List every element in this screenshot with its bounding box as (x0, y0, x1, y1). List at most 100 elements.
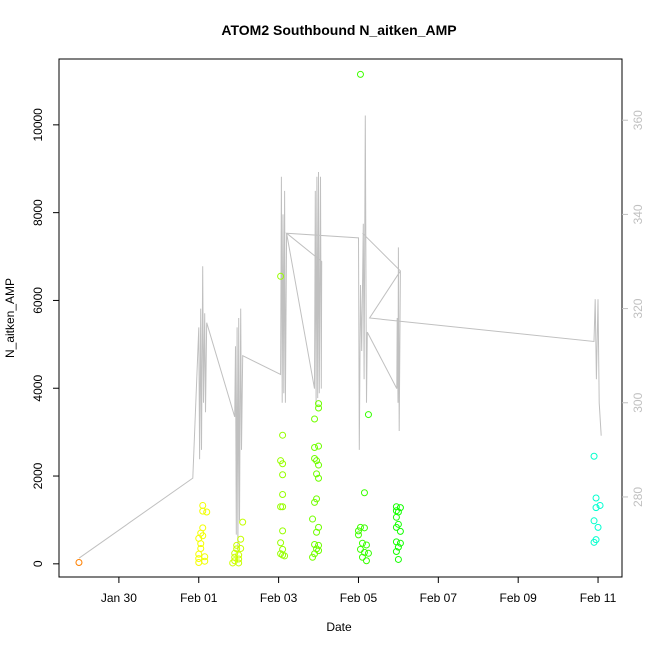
data-point (279, 471, 287, 479)
data-point (203, 508, 211, 516)
data-point (279, 460, 287, 468)
x-tick-label: Feb 09 (500, 591, 538, 605)
plot-frame (58, 58, 623, 578)
data-point (356, 523, 364, 531)
data-point (277, 503, 285, 511)
data-point (362, 541, 370, 549)
data-point (311, 550, 319, 558)
data-point (392, 523, 400, 531)
y2-tick-label: 320 (631, 298, 645, 318)
data-point (309, 553, 317, 561)
data-point (311, 415, 319, 423)
data-point (231, 557, 239, 565)
data-point (237, 544, 245, 552)
data-point (237, 535, 245, 543)
data-point (315, 404, 323, 412)
data-point (233, 541, 241, 549)
data-point (590, 452, 598, 460)
data-point (199, 524, 207, 532)
data-point (396, 539, 404, 547)
data-point (201, 553, 209, 561)
data-point (279, 490, 287, 498)
data-point (392, 548, 400, 556)
data-point (311, 444, 319, 451)
y2-tick-label: 340 (631, 204, 645, 224)
x-tick-label: Feb 05 (340, 591, 378, 605)
data-point (596, 501, 604, 509)
data-point (392, 507, 400, 515)
data-point (394, 555, 402, 563)
chart-title: ATOM2 Southbound N_aitken_AMP (221, 22, 456, 38)
y-axis-label: N_aitken_AMP (3, 278, 17, 358)
y2-tick-label: 280 (631, 487, 645, 507)
data-point (195, 550, 203, 558)
data-point (235, 551, 243, 559)
data-point (313, 528, 321, 536)
data-point (231, 549, 239, 557)
data-point (315, 400, 323, 408)
y-tick-label: 10000 (31, 108, 45, 142)
data-point (309, 515, 317, 523)
data-point (311, 454, 319, 462)
data-point (239, 518, 247, 526)
x-tick-label: Feb 11 (580, 591, 617, 605)
data-point (360, 524, 368, 532)
y-tick-label: 0 (31, 560, 45, 567)
data-point (315, 474, 323, 482)
data-point (364, 549, 372, 557)
data-point (313, 495, 321, 503)
series-line (78, 115, 602, 559)
data-point (394, 543, 402, 551)
data-point (235, 555, 243, 563)
y-tick-label: 6000 (31, 287, 45, 314)
data-point (277, 550, 285, 558)
data-point (197, 544, 205, 552)
data-point (362, 557, 370, 565)
data-point (354, 527, 362, 535)
y2-tick-label: 300 (631, 392, 645, 412)
data-point (315, 541, 323, 549)
data-point (356, 545, 364, 553)
data-point (592, 504, 600, 512)
data-point (392, 513, 400, 521)
x-tick-label: Jan 30 (101, 591, 137, 605)
data-point (199, 507, 207, 515)
data-point (199, 501, 207, 509)
data-point (358, 553, 366, 561)
data-point (75, 559, 83, 567)
x-tick-label: Feb 07 (420, 591, 458, 605)
y-tick-label: 4000 (31, 375, 45, 402)
data-point (313, 470, 321, 478)
y-tick-label: 8000 (31, 199, 45, 226)
y2-tick-label: 360 (631, 110, 645, 130)
data-point (313, 457, 321, 465)
data-point (279, 503, 287, 511)
data-point (354, 531, 362, 539)
data-point (315, 442, 323, 450)
data-point (356, 70, 364, 78)
y-tick-label: 2000 (31, 462, 45, 489)
data-point (315, 461, 323, 469)
data-point (590, 517, 598, 525)
x-tick-label: Feb 03 (260, 591, 298, 605)
data-point (311, 541, 319, 549)
data-point (311, 498, 319, 506)
data-point (233, 545, 241, 553)
data-point (594, 523, 602, 531)
data-point (592, 494, 600, 502)
data-point (277, 272, 285, 280)
data-point (235, 559, 243, 567)
data-point (358, 539, 366, 547)
data-point (360, 489, 368, 497)
data-point (231, 553, 239, 561)
data-point (396, 527, 404, 535)
x-axis-label: Date (326, 620, 352, 634)
data-point (281, 552, 289, 560)
data-point (279, 527, 287, 535)
x-tick-label: Feb 01 (180, 591, 218, 605)
data-point (590, 538, 598, 546)
data-point (364, 411, 372, 419)
data-point (279, 431, 287, 439)
data-point (277, 539, 285, 547)
